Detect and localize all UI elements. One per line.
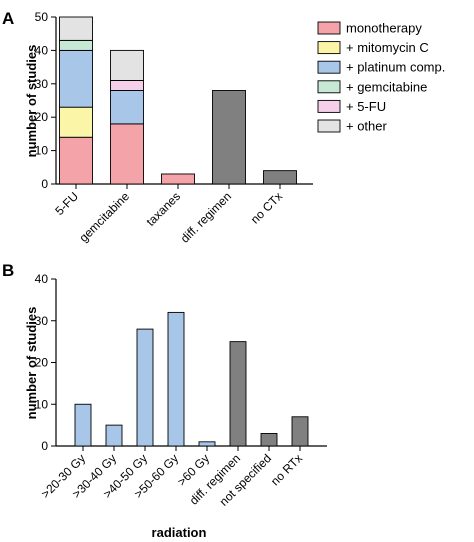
panel-a-ylabel: number of studies — [24, 45, 39, 158]
panel-a-y-tick-label: 0 — [41, 177, 48, 191]
bar-segment-gemcitabine-platinum-comp — [110, 90, 144, 125]
panel-b-y-tick-label: 40 — [35, 272, 49, 286]
panel-a-x-tick-label-no-ctx: no CTx — [248, 189, 285, 226]
panel-a-x-tick-label-diff-regimen: diff. regimen — [178, 189, 234, 245]
panel-a-legend: monotherapy + mitomycin C + platinum comp.… — [317, 21, 445, 134]
bar-20-30-gy — [74, 403, 92, 447]
bar-segment-5-fu-other — [59, 16, 93, 41]
bar-segment-5-fu-platinum-comp — [59, 49, 93, 108]
bar-no-rtx — [291, 416, 309, 447]
legend-label-5-fu: + 5-FU — [346, 99, 386, 114]
panel-a-label: A — [2, 9, 14, 28]
bar-no-ctx — [263, 170, 297, 185]
bar-50-60-gy — [167, 311, 185, 447]
legend-swatch-gemcitabine — [317, 80, 341, 94]
bar-segment-gemcitabine-5-fu — [110, 80, 144, 91]
panel-b-y-tick-label: 10 — [35, 397, 49, 411]
bar-diff-regimen — [212, 90, 246, 185]
legend-swatch-platinum-comp — [317, 60, 341, 74]
panel-b-y-tick-label: 20 — [35, 356, 49, 370]
legend-label-gemcitabine: + gemcitabine — [346, 79, 427, 94]
legend-swatch-monotherapy — [317, 21, 341, 35]
panel-a-y-tick-label: 20 — [35, 110, 49, 124]
bar-segment-gemcitabine-monotherapy — [110, 123, 144, 185]
bar-diff-regimen — [229, 341, 247, 447]
panel-b-y-tick-label: 30 — [35, 314, 49, 328]
panel-b: B number of studies radiation 010203040 … — [2, 261, 327, 540]
bar-segment-5-fu-monotherapy — [59, 136, 93, 185]
legend-swatch-mitomycin-c — [317, 41, 341, 55]
panel-a-axes: 0 10 20 30 40 50 — [35, 10, 313, 191]
panel-a-y-tick-label: 40 — [35, 43, 49, 57]
panel-a-x-tick-label-5-fu: 5-FU — [52, 189, 81, 218]
legend-label-platinum-comp: + platinum comp. — [346, 60, 445, 75]
panel-a-x-tick-label-taxanes: taxanes — [144, 189, 184, 229]
panel-b-ylabel: number of studies — [24, 307, 39, 420]
panel-b-label: B — [2, 261, 14, 280]
bar-40-50-gy — [136, 328, 154, 447]
panel-a-y-tick-label: 10 — [35, 144, 49, 158]
bar-segment-5-fu-gemcitabine — [59, 39, 93, 51]
bar-segment-gemcitabine-other — [110, 49, 144, 81]
panel-b-y-tick-label: 0 — [41, 439, 48, 453]
bar-segment-5-fu-mitomycin-c — [59, 106, 93, 138]
panel-a-bars — [59, 16, 297, 185]
panel-a-y-tick-label: 50 — [35, 10, 49, 24]
panel-a-x-tick-label-gemcitabine: gemcitabine — [76, 189, 132, 245]
panel-b-xlabel: radiation — [152, 525, 207, 540]
panel-b-x-tick-label-no-rtx: no RTx — [268, 451, 305, 488]
bar-60-gy — [198, 441, 216, 447]
legend-label-mitomycin-c: + mitomycin C — [346, 40, 429, 55]
panel-b-tick-labels: >20-30 Gy>30-40 Gy>40-50 Gy>50-60 Gy>60 … — [38, 451, 305, 509]
legend-label-other: + other — [346, 119, 388, 134]
panel-a-y-tick-label: 30 — [35, 77, 49, 91]
panel-b-bars — [74, 311, 309, 447]
bar-30-40-gy — [105, 424, 123, 447]
panel-a: A number of studies 0 10 20 30 40 50 5-FUgemc… — [2, 9, 445, 246]
legend-swatch-other — [317, 119, 341, 133]
panel-b-axes: 0 10 20 30 40 — [35, 272, 327, 453]
bar-segment-taxanes-monotherapy — [161, 173, 195, 185]
legend-swatch-5-fu — [317, 99, 341, 113]
legend-label-monotherapy: monotherapy — [346, 21, 422, 36]
bar-not-specified — [260, 433, 278, 447]
